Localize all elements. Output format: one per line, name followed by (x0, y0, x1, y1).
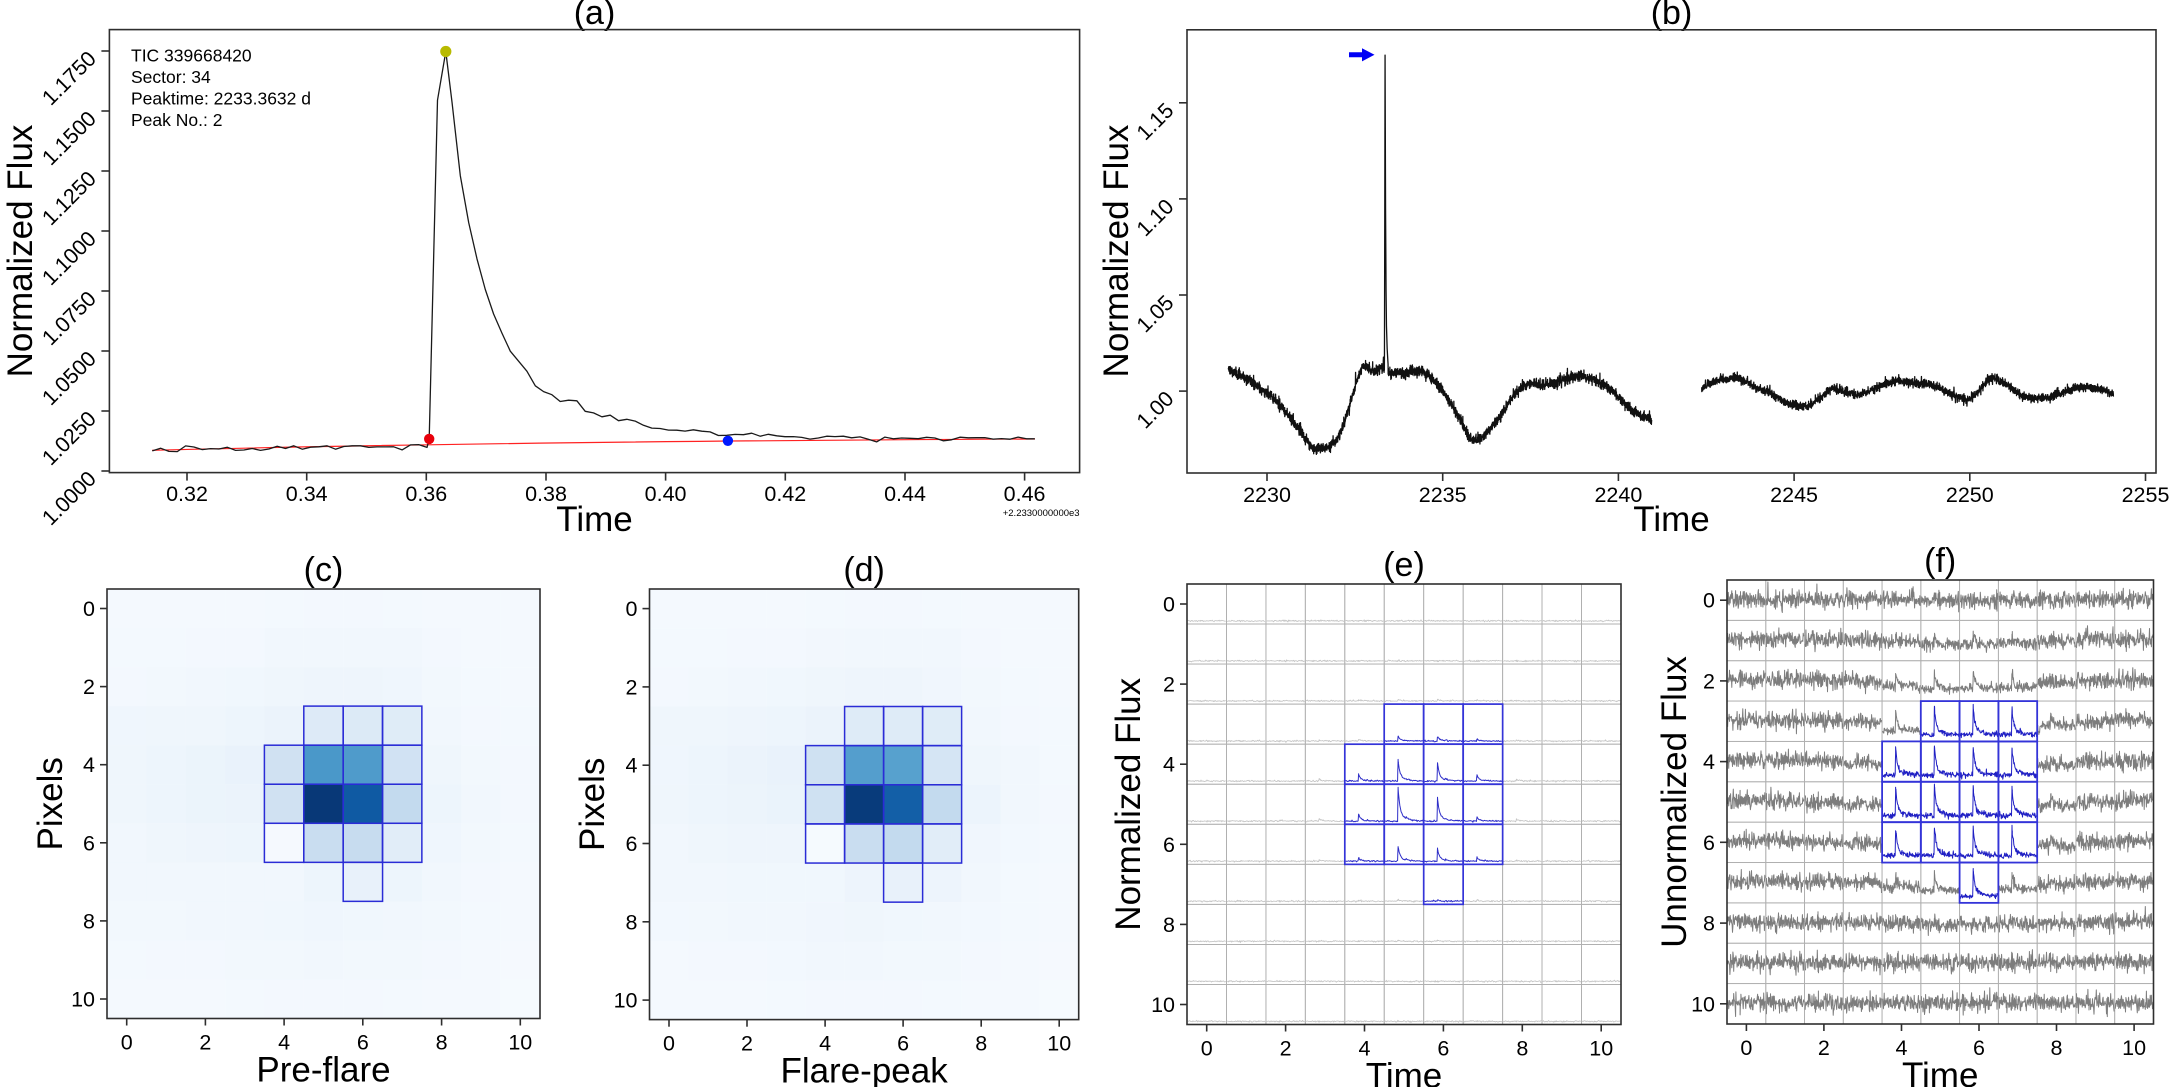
svg-text:4: 4 (278, 1031, 290, 1055)
svg-text:Time: Time (1633, 500, 1709, 539)
svg-text:0.36: 0.36 (405, 482, 447, 506)
svg-text:6: 6 (1437, 1037, 1449, 1061)
svg-text:10: 10 (1589, 1037, 1613, 1061)
svg-text:8: 8 (975, 1032, 987, 1056)
svg-text:Unnormalized Flux: Unnormalized Flux (1655, 656, 1694, 948)
svg-text:2: 2 (741, 1032, 753, 1056)
svg-text:2: 2 (199, 1031, 211, 1055)
svg-text:0: 0 (1703, 589, 1715, 613)
svg-text:Peak No.: 2: Peak No.: 2 (131, 110, 222, 130)
svg-text:Peaktime: 2233.3632 d: Peaktime: 2233.3632 d (131, 89, 311, 109)
svg-text:2: 2 (626, 675, 638, 699)
svg-text:(d): (d) (843, 551, 885, 589)
svg-text:0: 0 (626, 597, 638, 621)
svg-text:0: 0 (1740, 1036, 1752, 1060)
svg-text:10: 10 (1691, 992, 1715, 1016)
svg-text:Time: Time (1902, 1056, 1978, 1087)
svg-text:4: 4 (83, 753, 95, 777)
svg-text:2255: 2255 (2122, 483, 2170, 507)
svg-text:10: 10 (614, 989, 638, 1013)
svg-text:8: 8 (1516, 1037, 1528, 1061)
svg-text:8: 8 (2051, 1036, 2063, 1060)
svg-text:4: 4 (1163, 753, 1175, 777)
svg-text:10: 10 (508, 1031, 532, 1055)
svg-text:2: 2 (1703, 669, 1715, 693)
svg-text:(e): (e) (1383, 546, 1425, 584)
svg-text:8: 8 (1163, 913, 1175, 937)
svg-text:8: 8 (626, 910, 638, 934)
svg-text:0.34: 0.34 (286, 482, 328, 506)
svg-text:+2.2330000000e3: +2.2330000000e3 (1003, 508, 1080, 519)
svg-text:(f): (f) (1924, 542, 1956, 580)
svg-text:2230: 2230 (1243, 483, 1291, 507)
svg-text:2250: 2250 (1946, 483, 1994, 507)
svg-text:8: 8 (1703, 912, 1715, 936)
svg-text:0: 0 (663, 1032, 675, 1056)
svg-text:0.42: 0.42 (764, 482, 806, 506)
svg-text:0.40: 0.40 (645, 482, 687, 506)
svg-text:0.32: 0.32 (166, 482, 208, 506)
svg-text:2: 2 (1280, 1037, 1292, 1061)
svg-text:6: 6 (1703, 831, 1715, 855)
svg-text:0: 0 (1163, 593, 1175, 617)
svg-text:0.44: 0.44 (884, 482, 926, 506)
svg-text:Time: Time (556, 500, 632, 539)
svg-text:2: 2 (83, 675, 95, 699)
svg-text:0: 0 (1201, 1037, 1213, 1061)
svg-text:2245: 2245 (1770, 483, 1818, 507)
svg-text:10: 10 (2122, 1036, 2146, 1060)
svg-text:2235: 2235 (1419, 483, 1467, 507)
svg-text:6: 6 (1163, 833, 1175, 857)
svg-text:4: 4 (626, 754, 638, 778)
svg-text:10: 10 (71, 988, 95, 1012)
svg-text:6: 6 (83, 831, 95, 855)
svg-text:6: 6 (897, 1032, 909, 1056)
svg-text:4: 4 (1359, 1037, 1371, 1061)
svg-text:6: 6 (357, 1031, 369, 1055)
svg-text:(c): (c) (304, 551, 344, 589)
svg-text:0.38: 0.38 (525, 482, 567, 506)
svg-text:Normalized Flux: Normalized Flux (1109, 677, 1148, 930)
svg-text:6: 6 (626, 832, 638, 856)
svg-text:(b): (b) (1651, 0, 1693, 32)
svg-text:Time: Time (1366, 1057, 1442, 1087)
svg-text:4: 4 (1703, 750, 1715, 774)
svg-text:Sector: 34: Sector: 34 (131, 67, 211, 87)
svg-text:8: 8 (436, 1031, 448, 1055)
svg-text:Flare-peak: Flare-peak (780, 1052, 948, 1087)
svg-text:Normalized Flux: Normalized Flux (1097, 124, 1136, 377)
svg-text:0: 0 (83, 597, 95, 621)
svg-text:0: 0 (121, 1031, 133, 1055)
svg-text:10: 10 (1151, 993, 1175, 1017)
svg-text:10: 10 (1047, 1032, 1071, 1056)
svg-text:Normalized Flux: Normalized Flux (1, 124, 40, 377)
svg-text:Pixels: Pixels (573, 758, 612, 851)
svg-text:2240: 2240 (1594, 483, 1642, 507)
svg-text:2: 2 (1163, 673, 1175, 697)
svg-text:0.46: 0.46 (1004, 482, 1046, 506)
svg-text:Pixels: Pixels (31, 757, 70, 850)
svg-text:8: 8 (83, 909, 95, 933)
svg-text:(a): (a) (574, 0, 616, 32)
svg-text:TIC 339668420: TIC 339668420 (131, 46, 252, 66)
svg-text:6: 6 (1973, 1036, 1985, 1060)
svg-text:Pre-flare: Pre-flare (256, 1051, 390, 1087)
svg-text:4: 4 (819, 1032, 831, 1056)
svg-text:2: 2 (1818, 1036, 1830, 1060)
svg-text:4: 4 (1896, 1036, 1908, 1060)
